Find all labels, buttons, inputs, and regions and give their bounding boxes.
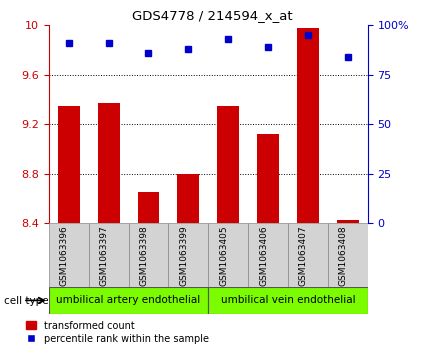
Bar — [257, 134, 279, 223]
Legend: transformed count, percentile rank within the sample: transformed count, percentile rank withi… — [26, 321, 209, 344]
Bar — [297, 28, 319, 223]
Text: GSM1063399: GSM1063399 — [179, 225, 188, 286]
Bar — [208, 223, 248, 287]
Text: GSM1063397: GSM1063397 — [99, 225, 109, 286]
Text: GSM1063398: GSM1063398 — [139, 225, 148, 286]
Bar — [98, 103, 119, 223]
Bar — [168, 223, 208, 287]
Bar — [177, 174, 199, 223]
Bar — [49, 223, 89, 287]
Text: cell type: cell type — [4, 295, 49, 306]
Text: GSM1063407: GSM1063407 — [299, 225, 308, 286]
Bar — [58, 106, 80, 223]
Text: GSM1063408: GSM1063408 — [339, 225, 348, 286]
Bar — [248, 223, 288, 287]
Text: umbilical vein endothelial: umbilical vein endothelial — [221, 295, 355, 305]
Bar — [337, 220, 359, 223]
Bar — [138, 192, 159, 223]
Text: GSM1063405: GSM1063405 — [219, 225, 228, 286]
Text: GSM1063406: GSM1063406 — [259, 225, 268, 286]
Bar — [328, 223, 368, 287]
Text: umbilical artery endothelial: umbilical artery endothelial — [57, 295, 201, 305]
Text: GDS4778 / 214594_x_at: GDS4778 / 214594_x_at — [132, 9, 293, 22]
Bar — [208, 287, 368, 314]
Text: GSM1063396: GSM1063396 — [60, 225, 69, 286]
Bar — [49, 287, 208, 314]
Bar — [89, 223, 128, 287]
Bar — [288, 223, 328, 287]
Bar — [217, 106, 239, 223]
Bar — [128, 223, 168, 287]
